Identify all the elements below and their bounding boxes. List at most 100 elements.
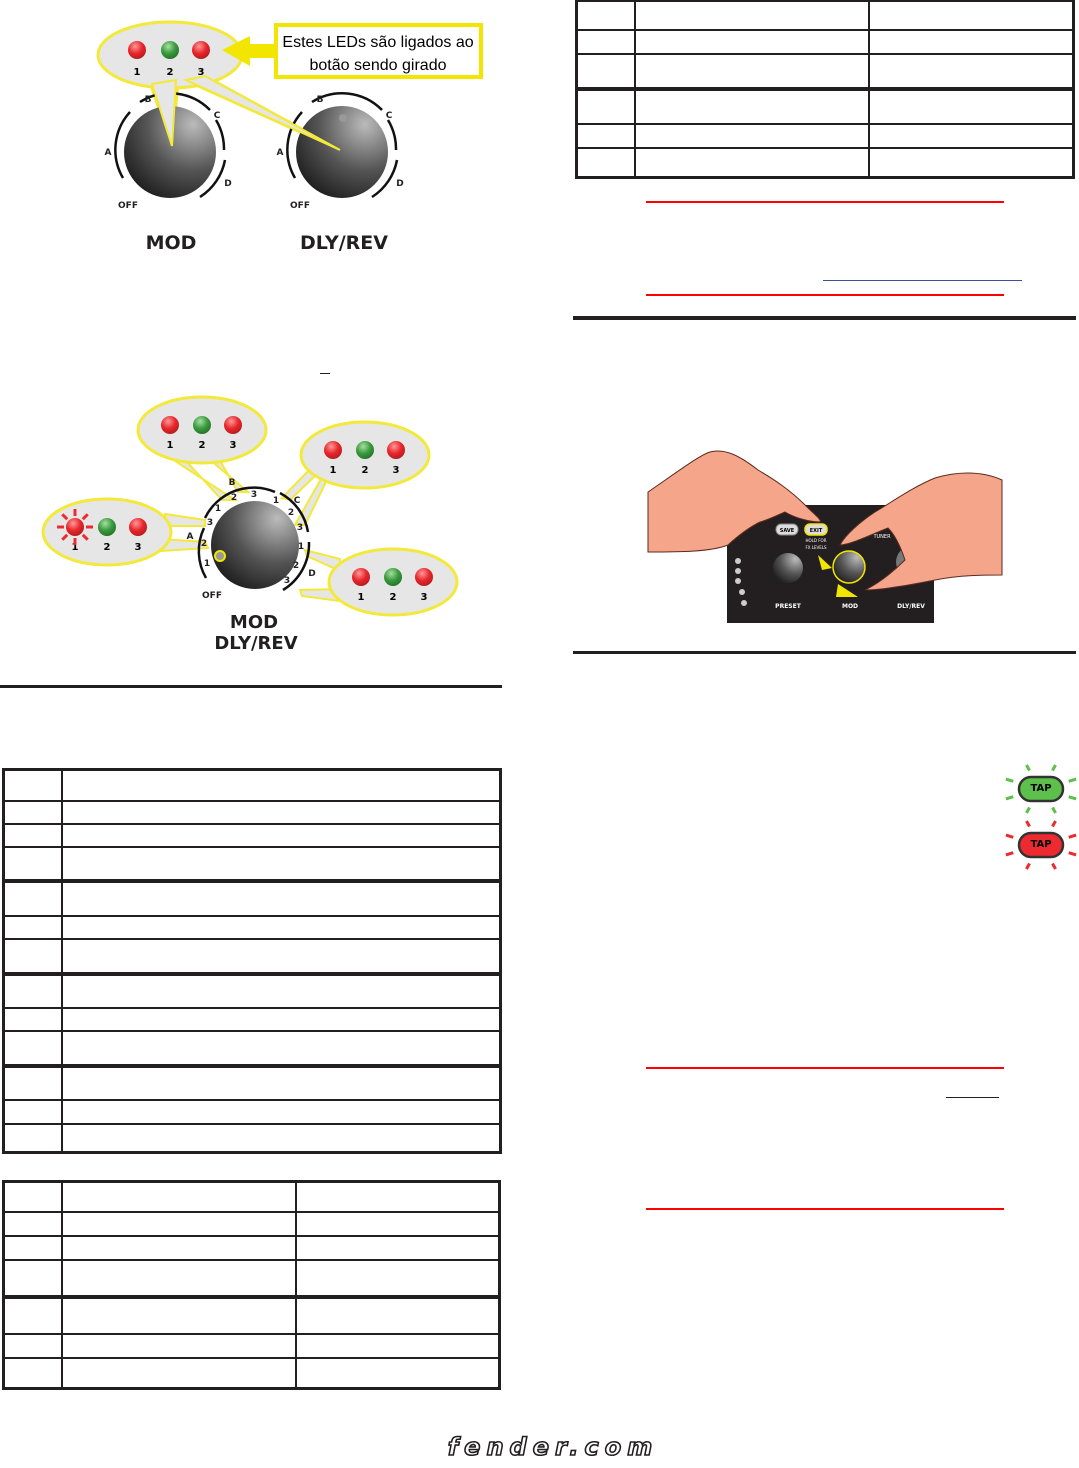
flash-ray [1051,806,1057,814]
led-red [161,416,179,434]
led-number: 1 [330,465,337,476]
knob-label: DLY/REV [300,232,388,254]
flash-ray [1025,820,1031,828]
table-row [575,52,1075,90]
position-label: B [145,95,152,105]
ring-number: 2 [201,539,207,549]
led-red [129,518,147,536]
led-number: 1 [72,542,79,553]
ring-number: 3 [284,576,290,586]
position-label: D [224,179,231,189]
table-row [2,1099,502,1125]
position-label: A [277,148,284,158]
position-label: B [317,95,324,105]
flash-ray [1068,795,1077,801]
save-label: SAVE [780,528,795,534]
rotate-arrow-icon [836,584,858,597]
section-divider [0,685,502,688]
led-number: 3 [135,542,142,553]
led-red [324,441,342,459]
flash-ray [1068,851,1077,857]
flash-ray [1025,806,1031,814]
exit-button-panel [804,523,828,536]
led-number: 2 [167,67,174,78]
mod-label: MOD [842,603,858,610]
note-rule-top [646,1067,1004,1069]
underline-mark [320,373,330,374]
preset-knob [773,553,803,583]
callout-arrow-icon [222,36,278,66]
data-table-3 [575,0,1075,179]
callout-text: Estes LEDs são ligados ao [282,34,473,51]
position-label: B [229,478,236,488]
link-underline[interactable] [823,280,1022,281]
ring-number: 2 [293,561,299,571]
data-table-2 [2,1180,501,1390]
flash-ray [1005,795,1014,801]
tap-green-icon [1005,764,1077,814]
table-row [2,1356,501,1390]
table-row [2,1007,502,1033]
led-red [352,568,370,586]
flashing-led-icon [57,509,93,545]
position-label: A [105,148,112,158]
knob-label: DLY/REV [214,633,297,654]
led-red [66,518,84,536]
flash-ray [1005,851,1014,857]
tap-red-icon [1005,820,1077,870]
position-label: OFF [202,591,222,601]
led-number: 3 [421,592,428,603]
position-label: C [294,496,301,506]
flash-ray [1068,777,1077,783]
position-label: OFF [290,201,310,211]
led-green [356,441,374,459]
table-row [2,1122,502,1154]
led-number: 1 [358,592,365,603]
dly-rev-knob [182,74,399,199]
table-header-cell [295,1180,501,1213]
tap-red-label: TAP [1030,839,1052,850]
rotate-arrow-icon [818,555,832,570]
flash-ray [1025,862,1031,870]
position-label: A [187,532,194,542]
table-row [2,879,502,917]
led-number: 3 [198,67,205,78]
ring-number: 2 [231,493,237,503]
ring-number: 1 [298,542,304,552]
table-header-cell [61,1180,297,1213]
led-green [193,416,211,434]
table-row [2,937,502,975]
exit-label: EXIT [810,528,823,534]
led-number: 2 [362,465,369,476]
section-divider [573,316,1076,320]
led-number: 2 [104,542,111,553]
table-row [2,1210,501,1237]
led-number: 1 [134,67,141,78]
ring-number: 3 [251,490,257,500]
position-label: D [396,179,403,189]
table-row [2,799,502,825]
tap-button-shape [1017,775,1065,803]
led-red [224,416,242,434]
flash-ray [1025,764,1031,772]
preset-label: PRESET [775,603,802,610]
table-row [575,86,1075,126]
note-rule-bottom [646,1208,1004,1210]
table-row [2,845,502,883]
flash-ray [1051,820,1057,828]
led-green [384,568,402,586]
position-label: C [214,111,221,121]
led-red [415,568,433,586]
ring-number: 1 [215,504,221,514]
table-row [2,1234,501,1262]
position-label: C [386,111,393,121]
table-row [2,822,502,848]
ring-number: 1 [273,496,279,506]
table-row [2,1294,501,1335]
mod-knob-panel [832,550,866,584]
position-label: D [308,569,315,579]
section-divider [573,651,1076,654]
table-row [2,914,502,940]
preset-leds [735,558,747,606]
